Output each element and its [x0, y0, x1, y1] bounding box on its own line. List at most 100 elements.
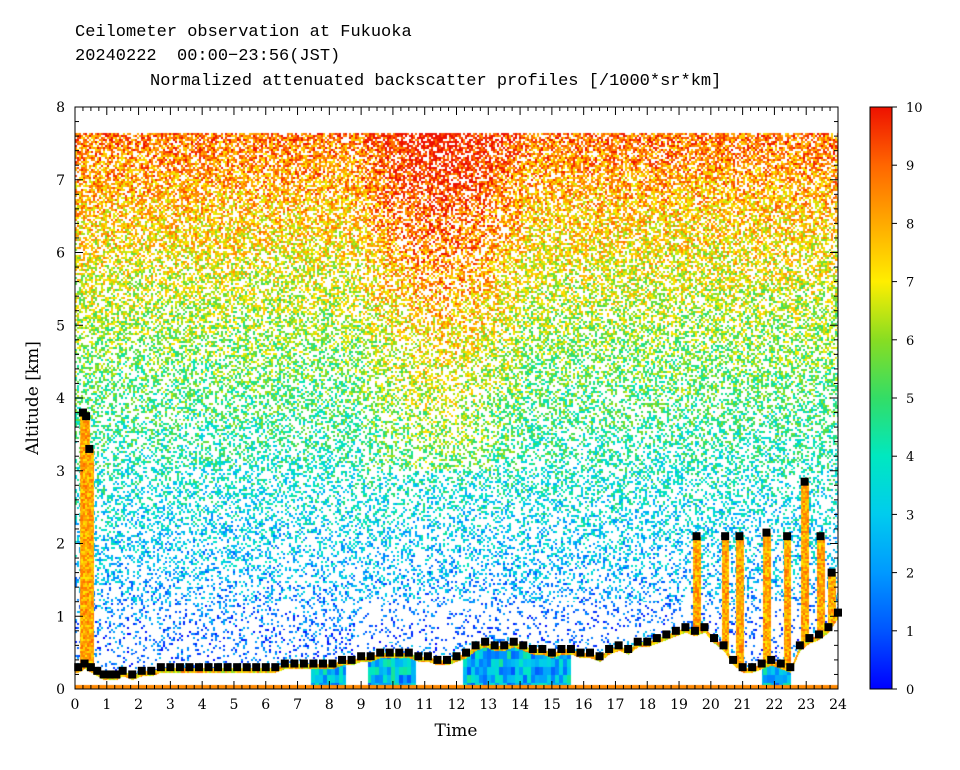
- cloud-base-point: [735, 532, 744, 541]
- mixing-layer-point: [404, 648, 413, 657]
- cloud-base-point: [82, 412, 91, 421]
- mixing-layer-point: [118, 666, 127, 675]
- mixing-layer-point: [175, 663, 184, 672]
- mixing-layer-point: [509, 637, 518, 646]
- y-tick-label: 2: [56, 537, 65, 553]
- mixing-layer-point: [423, 652, 432, 661]
- mixing-layer-point: [414, 652, 423, 661]
- mixing-layer-point: [519, 641, 528, 650]
- mixing-layer-point: [452, 652, 461, 661]
- mixing-layer-point: [710, 634, 719, 643]
- x-tick-label: 2: [134, 697, 143, 713]
- mixing-layer-point: [156, 663, 165, 672]
- mixing-layer-point: [595, 652, 604, 661]
- colorbar-tick-label: 10: [906, 101, 923, 116]
- y-tick-label: 1: [56, 609, 65, 625]
- x-tick-label: 6: [261, 697, 270, 713]
- colorbar-tick-label: 6: [906, 334, 914, 349]
- mixing-layer-point: [223, 663, 232, 672]
- x-tick-label: 14: [511, 697, 529, 713]
- mixing-layer-point: [242, 663, 251, 672]
- x-tick-label: 5: [229, 697, 238, 713]
- mixing-layer-point: [252, 663, 261, 672]
- mixing-layer-point: [690, 626, 699, 635]
- mixing-layer-point: [112, 670, 121, 679]
- mixing-layer-point: [643, 637, 652, 646]
- date-range: 20240222 00:00−23:56(JST): [75, 47, 341, 66]
- mixing-layer-point: [500, 641, 509, 650]
- x-tick-label: 3: [166, 697, 175, 713]
- x-tick-label: 1: [102, 697, 111, 713]
- mixing-layer-point: [128, 670, 137, 679]
- mixing-layer-point: [309, 659, 318, 668]
- x-tick-label: 19: [670, 697, 688, 713]
- mixing-layer-point: [652, 634, 661, 643]
- x-axis-label: Time: [435, 721, 478, 741]
- colorbar-tick-label: 9: [906, 159, 914, 174]
- mixing-layer-point: [481, 637, 490, 646]
- y-tick-label: 8: [56, 100, 65, 116]
- axes: 0 1 2 3 4 5 6 7 8 9 10 11 12 13 14 15 16 17 18 19 20 21 22 23 24…: [56, 100, 847, 713]
- y-tick-label: 3: [56, 464, 65, 480]
- mixing-layer-point: [681, 623, 690, 632]
- mixing-layer-point: [99, 670, 108, 679]
- cloud-base-point: [827, 568, 836, 577]
- mixing-layer-point: [204, 663, 213, 672]
- mixing-layer-point: [748, 663, 757, 672]
- mixing-layer-point: [490, 641, 499, 650]
- mixing-layer-point: [233, 663, 242, 672]
- y-tick-label: 7: [56, 173, 65, 189]
- colorbar-tick-label: 7: [906, 276, 914, 291]
- cloud-base-point: [783, 532, 792, 541]
- mixing-layer-series: [74, 608, 842, 679]
- mixing-layer-point: [795, 641, 804, 650]
- mixing-layer-point: [271, 663, 280, 672]
- mixing-layer-point: [576, 648, 585, 657]
- mixing-layer-point: [290, 659, 299, 668]
- cloud-base-point: [762, 528, 771, 537]
- mixing-layer-point: [671, 626, 680, 635]
- x-tick-label: 16: [575, 697, 593, 713]
- y-tick-label: 5: [56, 318, 65, 334]
- colorbar-tick-label: 3: [906, 508, 914, 523]
- colorbar-tick-label: 0: [906, 683, 914, 698]
- x-tick-label: 13: [479, 697, 497, 713]
- mixing-layer-point: [462, 648, 471, 657]
- mixing-layer-point: [137, 666, 146, 675]
- mixing-layer-point: [93, 666, 102, 675]
- mixing-layer-point: [633, 637, 642, 646]
- mixing-layer-point: [385, 648, 394, 657]
- colorbar-tick-label: 8: [906, 217, 914, 232]
- colorbar-tick-label: 2: [906, 567, 914, 582]
- mixing-layer-point: [700, 623, 709, 632]
- y-tick-label: 6: [56, 246, 65, 262]
- x-tick-label: 17: [607, 697, 625, 713]
- mixing-layer-point: [338, 655, 347, 664]
- mixing-layer-point: [395, 648, 404, 657]
- mixing-layer-point: [824, 623, 833, 632]
- mixing-layer-point: [299, 659, 308, 668]
- mixing-layer-point: [194, 663, 203, 672]
- mixing-layer-point: [80, 659, 89, 668]
- y-tick-label: 0: [56, 682, 65, 698]
- x-tick-label: 11: [416, 697, 434, 713]
- x-tick-label: 7: [293, 697, 302, 713]
- mixing-layer-point: [86, 663, 95, 672]
- mixing-layer-point: [614, 641, 623, 650]
- cloud-base-point: [85, 444, 94, 453]
- backscatter-heatmap: [75, 107, 838, 689]
- mixing-layer-point: [805, 634, 814, 643]
- mixing-layer-point: [185, 663, 194, 672]
- x-tick-label: 9: [357, 697, 366, 713]
- mixing-layer-point: [74, 663, 83, 672]
- mixing-layer-point: [357, 652, 366, 661]
- mixing-layer-point: [280, 659, 289, 668]
- mixing-layer-point: [662, 630, 671, 639]
- mixing-layer-point: [366, 652, 375, 661]
- mixing-layer-point: [528, 644, 537, 653]
- mixing-layer-point: [605, 644, 614, 653]
- mixing-layer-point: [471, 641, 480, 650]
- station-title: Ceilometer observation at Fukuoka: [75, 23, 412, 42]
- mixing-layer-point: [719, 641, 728, 650]
- mixing-layer-point: [433, 655, 442, 664]
